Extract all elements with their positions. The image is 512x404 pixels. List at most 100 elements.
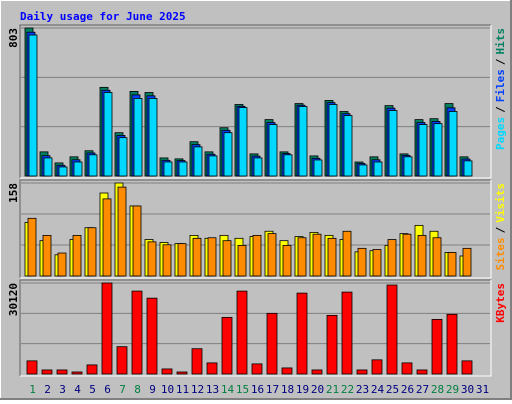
y-tick-label: 803 [7,28,20,48]
bar [132,205,142,277]
bar [236,290,248,375]
bar [461,360,473,375]
bar [342,230,352,277]
bar [447,252,457,277]
bar [326,314,338,375]
bar [27,217,37,277]
bar [253,157,263,177]
bar [268,124,278,177]
x-tick-label: 26 [401,383,414,396]
bar [71,371,83,375]
x-tick-label: 4 [74,383,81,396]
bar [118,137,128,177]
bar [206,362,218,375]
bar [58,166,68,177]
x-tick-label: 10 [161,383,174,396]
x-tick-label: 13 [206,383,219,396]
bar [42,234,52,277]
bar [356,369,368,375]
bar [87,227,97,277]
x-tick-label: 6 [104,383,111,396]
bar [101,282,113,375]
legend: KBytes [494,283,507,323]
legend-entry: Pages [494,117,507,150]
x-tick-label: 24 [371,383,385,396]
x-tick-label: 30 [461,383,474,396]
x-tick-label: 15 [236,383,249,396]
bar [343,115,353,177]
bar [358,164,368,177]
bar [26,360,38,375]
bar [386,284,398,375]
bar [28,34,38,177]
bar [73,161,83,177]
bar [57,252,67,277]
bar [162,244,172,277]
x-tick-label: 8 [134,383,141,396]
x-tick-label: 27 [416,383,429,396]
x-tick-label: 21 [326,383,339,396]
bar [416,369,428,375]
bar [402,233,412,277]
legend-entry: Visits [494,183,507,223]
bar [312,233,322,277]
bar [373,161,383,177]
bar [388,110,398,177]
bar [327,237,337,277]
bar [148,98,158,177]
bar [251,363,263,375]
legend-separator: / [494,58,507,65]
bar [417,234,427,277]
bar [431,319,443,375]
x-tick-label: 2 [44,383,51,396]
bar [357,247,367,277]
bar [283,154,293,177]
bar [371,359,383,375]
x-tick-label: 14 [221,383,235,396]
bar [133,98,143,177]
x-tick-label: 25 [386,383,399,396]
panel [20,25,491,178]
bar [193,146,203,177]
x-tick-label: 5 [89,383,96,396]
bar [176,371,188,375]
x-tick-label: 3 [59,383,66,396]
bar [463,160,473,177]
bar [433,123,443,177]
bar [418,124,428,177]
panel-bevel-light [20,280,492,377]
panel-bevel-light [20,25,492,179]
bar [56,369,68,375]
bar [401,362,413,375]
bar [446,313,458,375]
bar [462,247,472,277]
bar [313,159,323,177]
bar [223,132,233,177]
bar [403,156,413,177]
bar [192,237,202,277]
bar [102,198,112,277]
bar [221,316,233,375]
x-tick-label: 1 [29,383,36,396]
bar [43,157,53,177]
x-tick-label: 16 [251,383,264,396]
panel-bevel-dark [19,279,491,376]
bar [103,92,113,177]
bar [237,244,247,277]
legend-separator: / [494,106,507,113]
legend-entry: Sites [494,237,507,270]
x-tick-label: 19 [296,383,309,396]
bar [432,237,442,277]
legend-entry: Files [494,69,507,102]
bar [372,249,382,277]
bar [266,312,278,375]
bar [131,290,143,375]
bar [147,241,157,277]
bar [297,237,307,277]
bar [163,161,173,177]
panel-bevel-dark [19,179,491,278]
bar [41,369,53,375]
x-tick-label: 23 [356,383,369,396]
